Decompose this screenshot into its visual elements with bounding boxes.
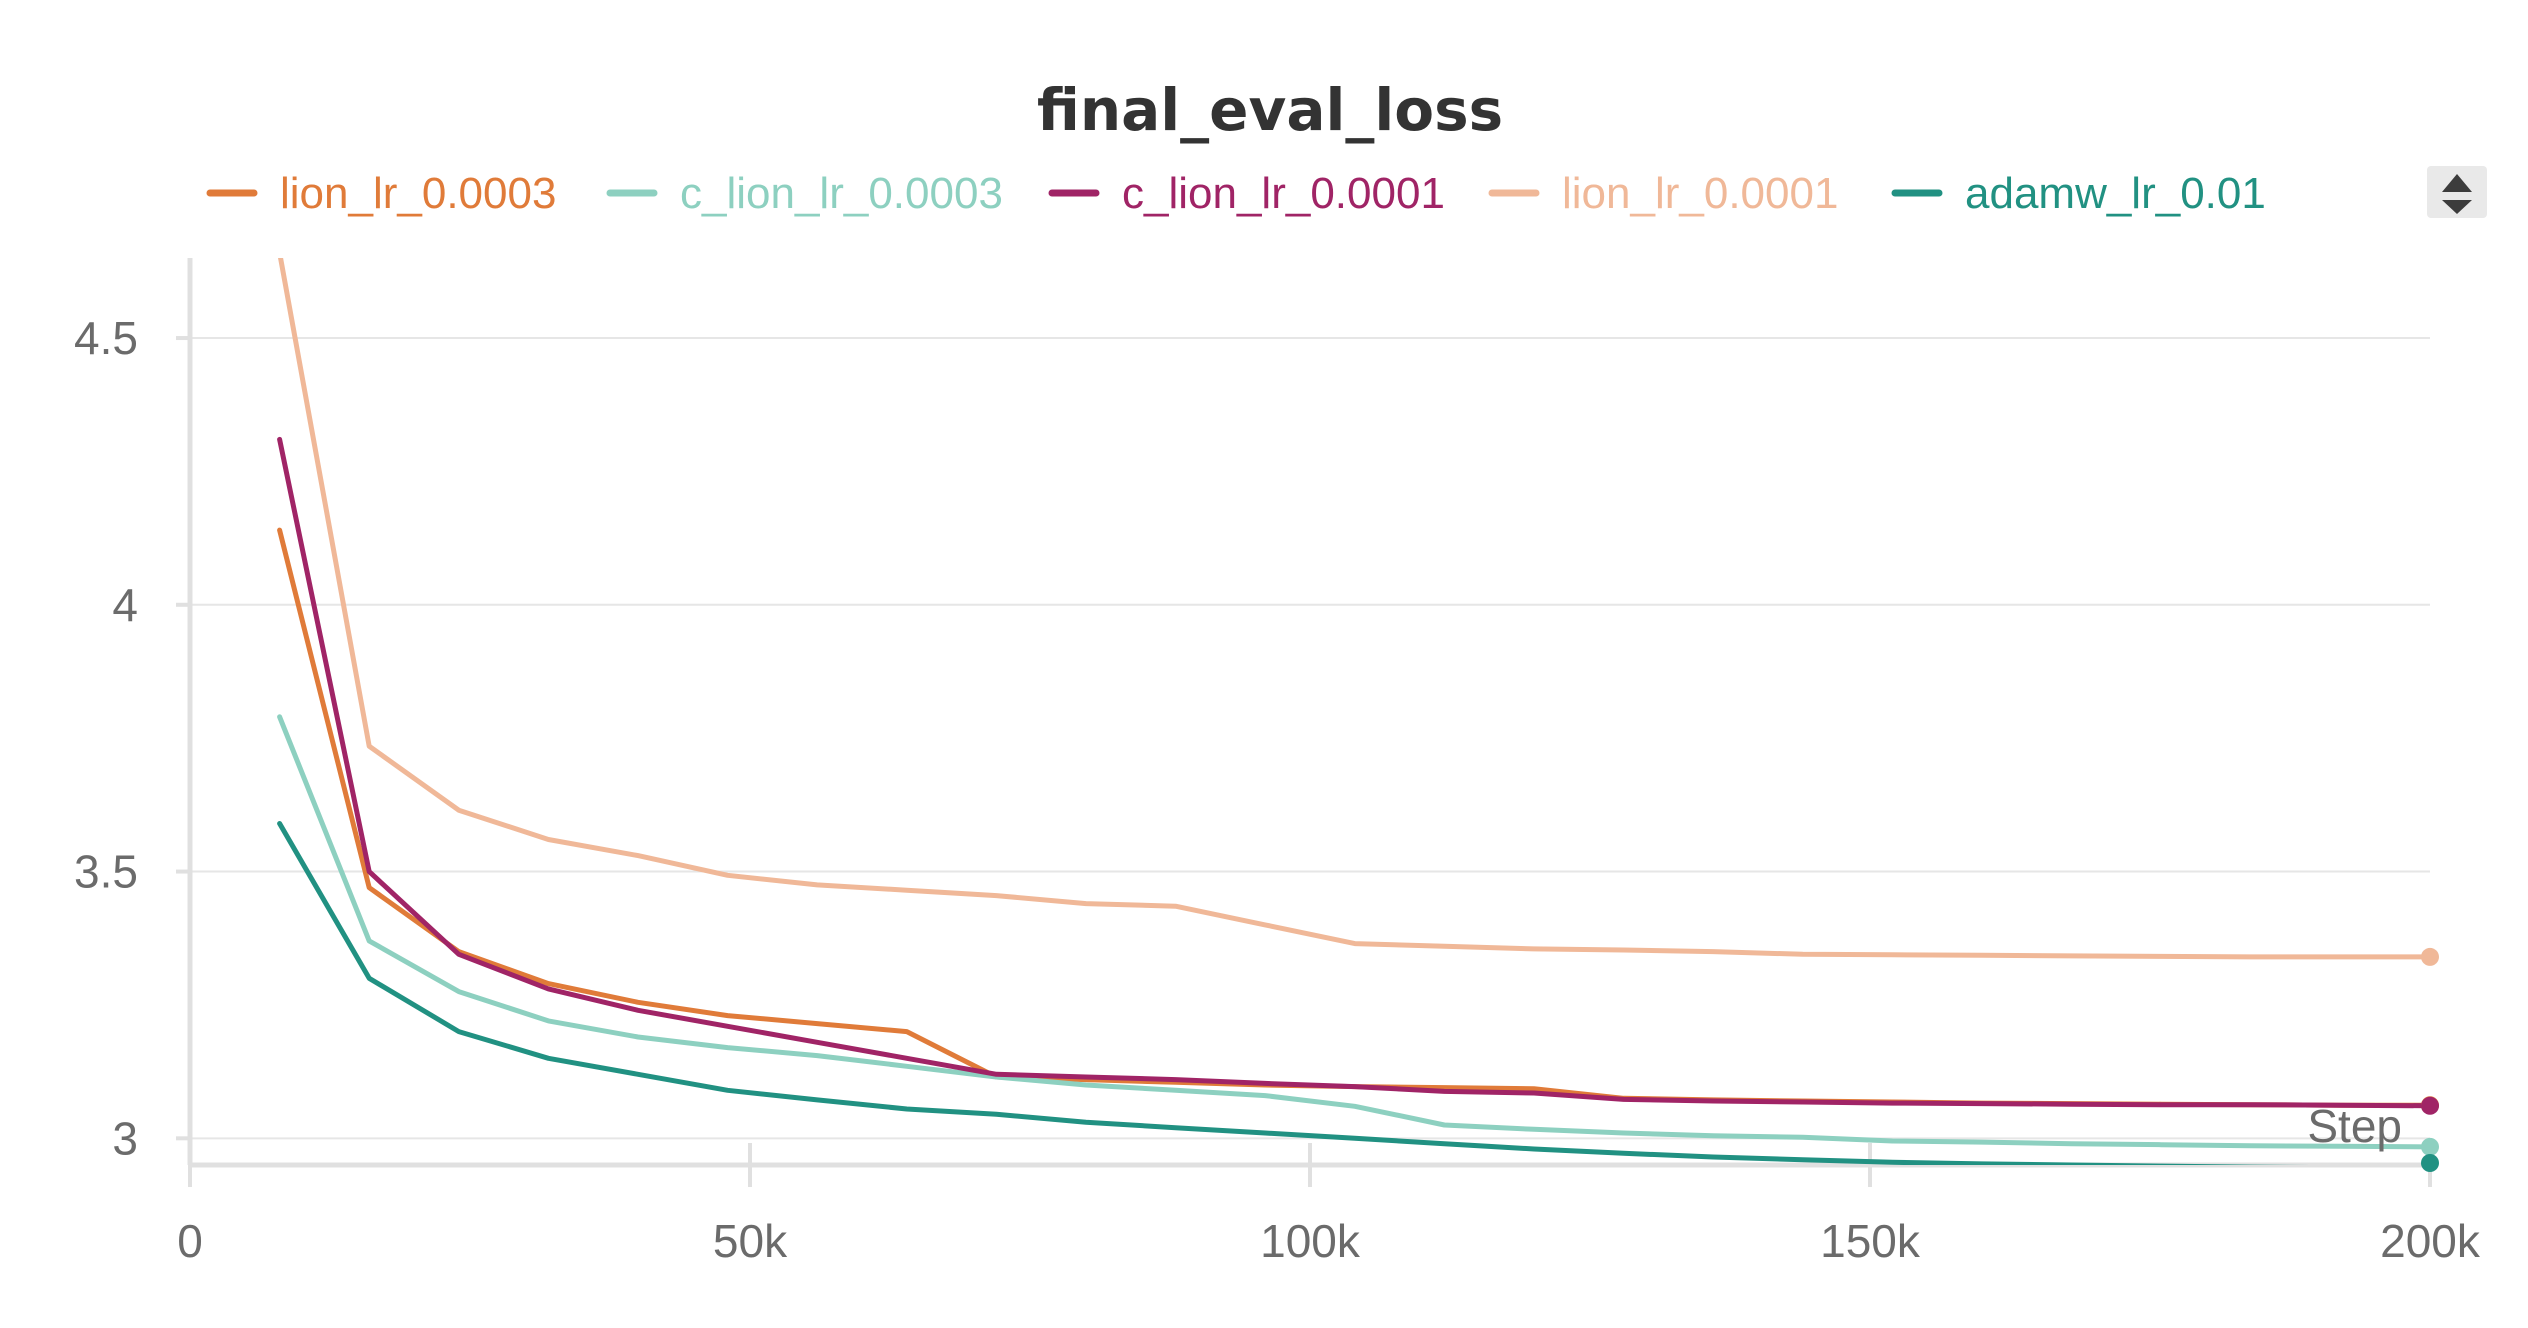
legend-item-adamw_lr_0.01[interactable]: adamw_lr_0.01 [1891, 169, 2266, 218]
series-endpoint-c_lion_lr_0.0003 [2421, 1137, 2439, 1156]
grid [190, 337, 2430, 1140]
legend-item-c_lion_lr_0.0001[interactable]: c_lion_lr_0.0001 [1048, 169, 1445, 218]
chart-title: final_eval_loss [1037, 76, 1503, 144]
y-tick-label: 4.5 [74, 312, 138, 364]
x-tick-label: 50k [713, 1215, 788, 1267]
legend-label: adamw_lr_0.01 [1965, 169, 2266, 218]
series-line-c_lion_lr_0.0003 [277, 714, 2433, 1150]
arrow-up-icon [2442, 174, 2472, 192]
legend-scroll-button[interactable] [2427, 166, 2487, 218]
x-tick-label: 0 [177, 1215, 203, 1267]
endpoints [2421, 947, 2439, 1172]
legend[interactable]: lion_lr_0.0003 c_lion_lr_0.0003 c_lion_lr_… [206, 169, 2266, 218]
arrow-down-icon [2442, 200, 2472, 214]
x-tick-label: 150k [1820, 1215, 1921, 1267]
series-line-c_lion_lr_0.0001 [277, 436, 2433, 1109]
x-tick-label: 100k [1260, 1215, 1361, 1267]
series-group [277, 258, 2433, 1165]
legend-label: lion_lr_0.0003 [280, 169, 556, 218]
series-line-lion_lr_0.0001 [278, 258, 2433, 960]
series-line-adamw_lr_0.01 [277, 821, 2311, 1165]
y-tick-label: 3.5 [74, 846, 138, 898]
legend-label: lion_lr_0.0001 [1562, 169, 1838, 218]
y-tick-label: 3 [112, 1112, 138, 1164]
legend-label: c_lion_lr_0.0001 [1122, 169, 1445, 218]
x-axis-label: Step [2307, 1100, 2402, 1152]
legend-item-c_lion_lr_0.0003[interactable]: c_lion_lr_0.0003 [606, 169, 1003, 218]
series-endpoint-lion_lr_0.0001 [2421, 947, 2439, 966]
legend-label: c_lion_lr_0.0003 [680, 169, 1003, 218]
legend-item-lion_lr_0.0003[interactable]: lion_lr_0.0003 [206, 169, 556, 218]
series-line-lion_lr_0.0003 [277, 527, 2433, 1108]
series-endpoint-adamw_lr_0.01 [2421, 1154, 2439, 1172]
y-tick-label: 4 [112, 579, 138, 631]
tick-labels: 3 3.5 4 4.5 0 50k 100k 150k 200k [74, 312, 2481, 1267]
x-tick-label: 200k [2380, 1215, 2481, 1267]
series-endpoint-c_lion_lr_0.0001 [2421, 1096, 2439, 1115]
legend-item-lion_lr_0.0001[interactable]: lion_lr_0.0001 [1488, 169, 1838, 218]
